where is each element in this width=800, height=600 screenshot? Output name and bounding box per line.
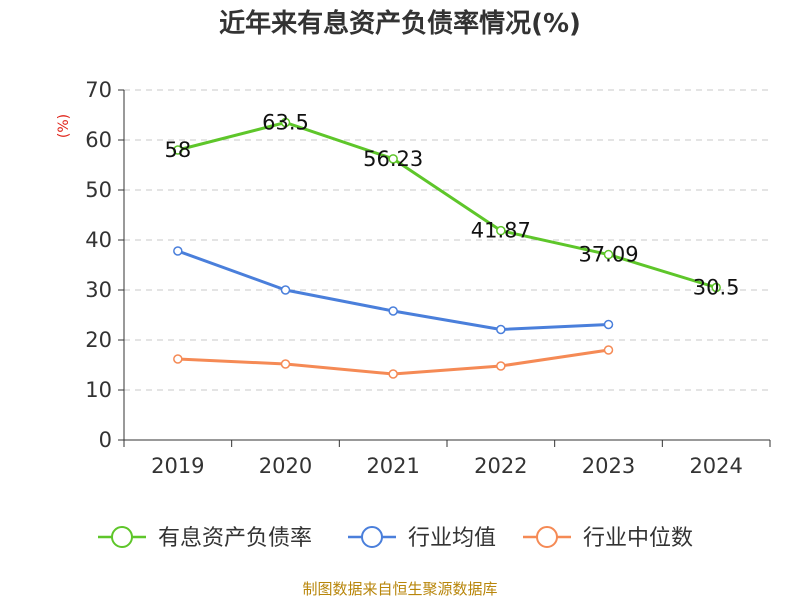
data-point <box>280 117 291 128</box>
legend-label: 有息资产负债率 <box>158 526 312 551</box>
y-tick-label: 30 <box>85 278 112 302</box>
legend-marker <box>361 526 383 548</box>
legend-marker <box>111 526 133 548</box>
x-tick-label: 2019 <box>151 454 204 478</box>
data-labels: 58 63.5 56.23 41.87 37.09 30.5 <box>164 111 739 300</box>
data-point <box>496 324 506 335</box>
x-tick-label: 2020 <box>259 454 312 478</box>
data-label: 58 <box>164 138 191 162</box>
data-point <box>173 145 183 155</box>
legend-label: 行业中位数 <box>583 526 693 551</box>
data-point <box>603 345 614 355</box>
data-label: 56.23 <box>363 147 423 171</box>
data-point <box>388 154 398 164</box>
data-label: 30.5 <box>693 276 740 300</box>
x-tick-label: 2023 <box>582 454 635 478</box>
y-tick-label: 60 <box>85 128 112 152</box>
legend-marker <box>536 526 558 548</box>
data-point <box>173 354 183 364</box>
data-point <box>280 359 291 369</box>
data-point <box>496 361 506 371</box>
legend: 有息资产负债率 行业均值 行业中位数 <box>98 526 693 551</box>
y-tick-label: 10 <box>85 378 112 402</box>
data-point <box>603 249 614 260</box>
source-note: 制图数据来自恒生聚源数据库 <box>302 580 497 598</box>
y-tick-label: 50 <box>85 178 112 202</box>
series-group <box>173 117 721 379</box>
data-point <box>173 246 183 256</box>
data-point <box>603 319 614 330</box>
y-tick-label: 0 <box>99 428 112 452</box>
data-point <box>280 285 291 295</box>
axes: 0 10 20 30 40 50 60 70 2019 2020 2021 2022 2023 2024 <box>85 78 771 478</box>
x-tick-label: 2021 <box>366 454 419 478</box>
data-point <box>496 225 506 236</box>
data-point <box>711 282 721 293</box>
data-label: 37.09 <box>578 243 638 267</box>
legend-label: 行业均值 <box>408 526 496 551</box>
x-tick-label: 2024 <box>689 454 742 478</box>
data-point <box>388 306 398 316</box>
data-point <box>388 369 398 379</box>
series-line-0 <box>177 121 717 289</box>
chart-title: 近年来有息资产负债率情况(%) <box>219 8 581 39</box>
y-tick-label: 40 <box>85 228 112 252</box>
x-tick-label: 2022 <box>474 454 527 478</box>
y-tick-label: 70 <box>85 78 112 102</box>
grid-lines <box>124 89 770 391</box>
y-axis-label: (%) <box>56 114 72 138</box>
data-label: 41.87 <box>471 219 531 243</box>
data-label: 63.5 <box>262 111 309 135</box>
y-tick-label: 20 <box>85 328 112 352</box>
